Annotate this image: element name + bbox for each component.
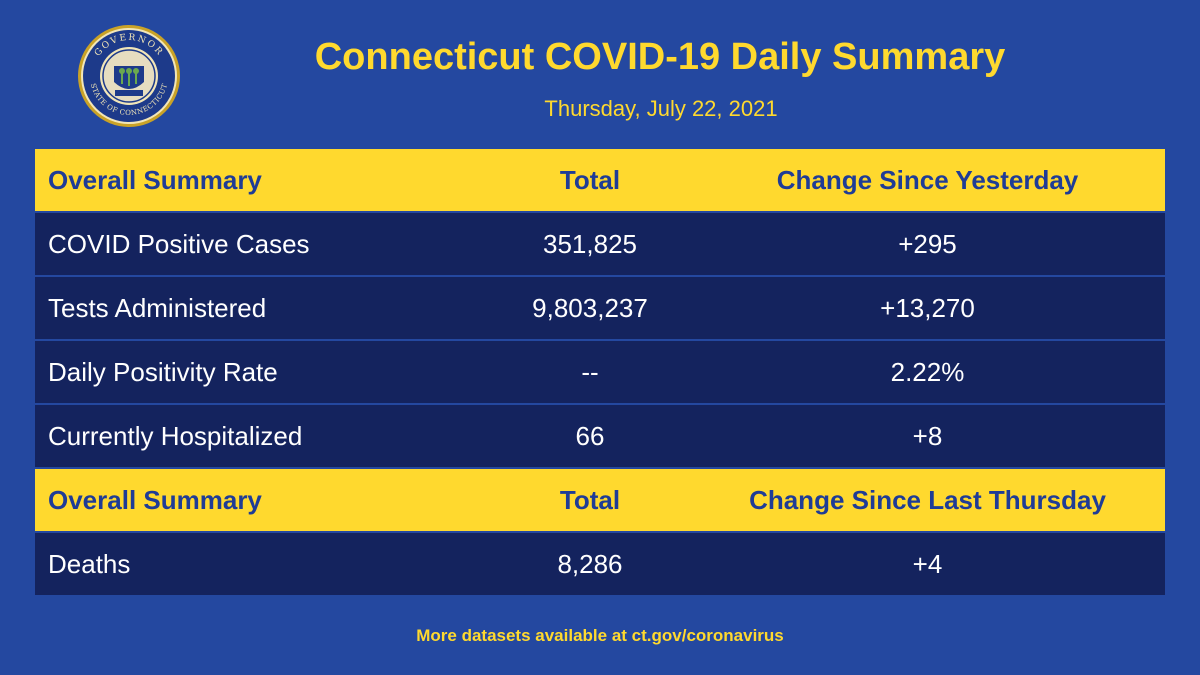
row-total: 351,825 (543, 228, 637, 259)
weekly-summary-header-row: Overall Summary Total Change Since Last … (35, 469, 1165, 531)
header-change: Change Since Last Thursday (749, 484, 1106, 515)
row-total: 66 (575, 420, 605, 451)
table-row: Currently Hospitalized 66 +8 (35, 405, 1165, 467)
table-row: COVID Positive Cases 351,825 +295 (35, 213, 1165, 275)
row-total: -- (581, 356, 599, 387)
row-change: 2.22% (890, 356, 965, 387)
report-date: Thursday, July 22, 2021 (544, 96, 778, 121)
header-total: Total (559, 164, 621, 195)
row-total: 9,803,237 (532, 292, 648, 323)
header-change: Change Since Yesterday (776, 164, 1079, 195)
table-row: Daily Positivity Rate -- 2.22% (35, 341, 1165, 403)
row-total: 8,286 (557, 548, 623, 579)
row-label: COVID Positive Cases (48, 228, 310, 259)
footer-datasets-note: More datasets available at ct.gov/corona… (416, 626, 784, 645)
daily-summary-header-row: Overall Summary Total Change Since Yeste… (35, 149, 1165, 211)
row-change: +4 (912, 548, 943, 579)
state-seal-icon: GOVERNOR STATE OF CONNECTICUT (77, 24, 181, 128)
row-change: +13,270 (880, 292, 975, 323)
row-label: Tests Administered (48, 292, 267, 323)
row-label: Daily Positivity Rate (48, 356, 278, 387)
header-total: Total (559, 484, 621, 515)
table-row: Tests Administered 9,803,237 +13,270 (35, 277, 1165, 339)
row-label: Currently Hospitalized (48, 420, 303, 451)
summary-table: Overall Summary Total Change Since Yeste… (35, 149, 1165, 597)
header-label: Overall Summary (48, 484, 262, 515)
page-title: Connecticut COVID-19 Daily Summary (314, 36, 1006, 78)
table-row: Deaths 8,286 +4 (35, 533, 1165, 595)
row-change: +8 (912, 420, 943, 451)
header-label: Overall Summary (48, 164, 262, 195)
row-change: +295 (898, 228, 957, 259)
row-label: Deaths (48, 548, 131, 579)
